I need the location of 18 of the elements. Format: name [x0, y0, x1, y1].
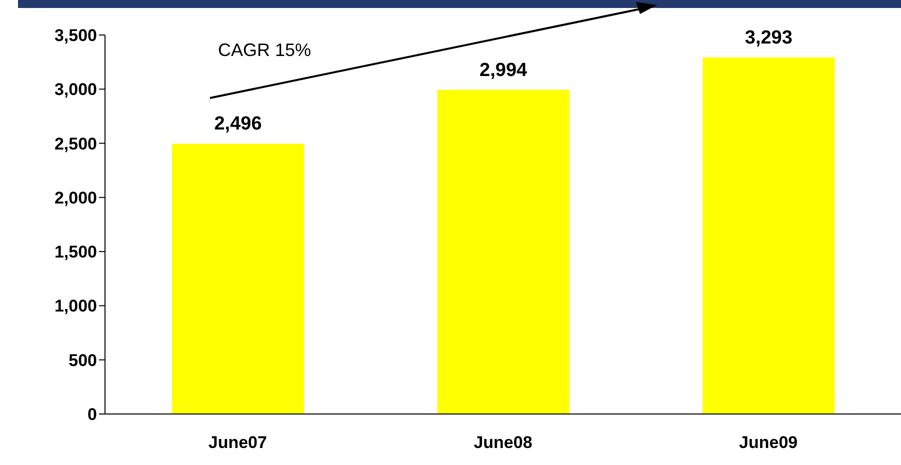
data-label: 2,994	[480, 60, 528, 81]
x-tick-label: June08	[474, 433, 532, 452]
y-tick-label: 0	[88, 405, 97, 424]
y-tick-label: 2,500	[54, 134, 97, 154]
x-tick-label: June09	[739, 433, 798, 452]
annotation: CAGR 15%	[218, 40, 312, 60]
y-tick-label: 500	[68, 350, 97, 370]
y-tick-label: 3,500	[54, 26, 97, 46]
y-tick-label: 1,500	[54, 242, 97, 262]
bar	[172, 144, 304, 414]
y-tick-label: 2,000	[54, 188, 97, 208]
data-label: 2,496	[214, 114, 262, 135]
x-tick-label: June07	[208, 433, 267, 452]
bar	[702, 57, 835, 414]
y-tick-label: 1,000	[54, 296, 97, 316]
data-label: 3,293	[744, 27, 792, 48]
bar	[437, 90, 570, 414]
y-tick-label: 3,000	[54, 80, 97, 100]
